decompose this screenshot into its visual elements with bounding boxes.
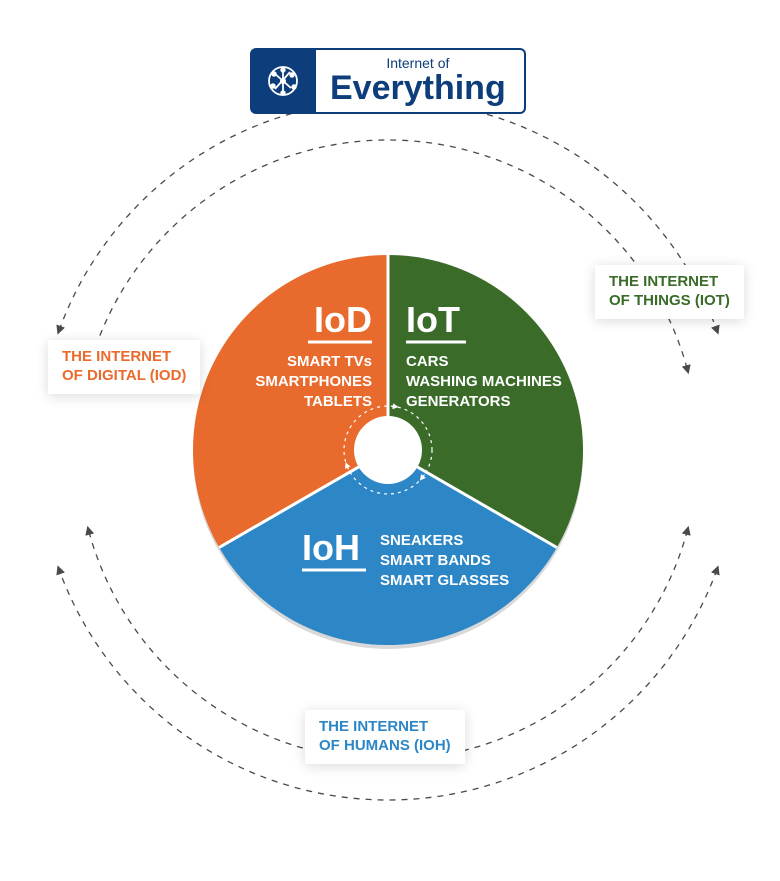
globe-network-icon — [250, 48, 316, 114]
slice-item-ioh-1: SMART BANDS — [380, 552, 491, 569]
slice-item-iot-0: CARS — [406, 353, 449, 370]
outer-label-iod: THE INTERNET OF DIGITAL (IOD) — [48, 340, 200, 394]
header-title-box: Internet of Everything — [316, 48, 526, 114]
slice-item-ioh-2: SMART GLASSES — [380, 572, 509, 589]
slice-item-iot-2: GENERATORS — [406, 393, 510, 410]
slice-item-ioh-0: SNEAKERS — [380, 532, 463, 549]
header-line2: Everything — [330, 71, 506, 107]
slice-abbrev-iod: IoD — [314, 299, 372, 340]
slice-item-iod-0: SMART TVs — [287, 353, 372, 370]
outer-label-iot: THE INTERNET OF THINGS (IOT) — [595, 265, 744, 319]
slice-abbrev-ioh: IoH — [302, 527, 360, 568]
header-badge: Internet of Everything — [250, 48, 526, 114]
slice-abbrev-iot: IoT — [406, 299, 460, 340]
pie-chart — [193, 255, 583, 649]
slice-item-iod-2: TABLETS — [304, 393, 372, 410]
diagram-stage: IoD SMART TVs SMARTPHONES TABLETS IoT CARS WAS… — [0, 0, 780, 881]
outer-label-ioh: THE INTERNET OF HUMANS (IOH) — [305, 710, 465, 764]
slice-item-iot-1: WASHING MACHINES — [406, 373, 562, 390]
slice-item-iod-1: SMARTPHONES — [255, 373, 372, 390]
